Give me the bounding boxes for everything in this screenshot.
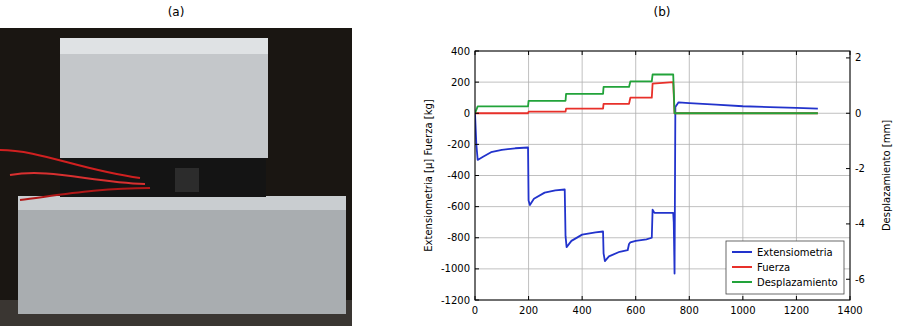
tick [475,51,479,52]
tick [475,296,476,300]
legend-swatch [732,281,752,283]
tick [475,82,479,83]
tick-label: 400 [451,46,470,57]
tick-label: 0 [855,108,861,119]
legend-swatch [732,266,752,268]
tick-label: -800 [447,232,470,243]
tick-label: -600 [447,201,470,212]
data-line [475,82,818,113]
tick-label: 400 [573,305,592,316]
figure: (a)(b)0200400600800100012001400-1200-100… [0,0,897,326]
tick [475,300,479,301]
tick [850,296,851,300]
tick-label: -2 [855,163,865,174]
tick [475,51,476,55]
tick [846,223,850,224]
upper-block [60,38,268,158]
tick [635,51,636,55]
tick [582,296,583,300]
tick-label: 200 [519,305,538,316]
wire [10,173,145,184]
tick [475,237,479,238]
tick [846,57,850,58]
chart: 0200400600800100012001400-1200-1000-800-… [423,46,892,317]
tick-label: 2 [855,52,861,63]
tick-label: 800 [680,305,699,316]
tick-label: 200 [451,77,470,88]
data-line [475,75,818,114]
grid-line [475,144,850,145]
panel-label: (a) [168,5,185,19]
tick-label: -400 [447,170,470,181]
tick-label: 600 [626,305,645,316]
tick [742,296,743,300]
tick-label: 1200 [784,305,809,316]
photo-background [0,28,352,326]
tick-label: -1000 [441,263,470,274]
axis-label: Extensiometria [μ] Fuerza [kg] [423,99,434,252]
lower-block-top [18,196,346,210]
photo [0,28,352,326]
grid-line [475,237,850,238]
legend-label: Extensiometria [757,247,833,258]
tick [742,51,743,55]
tick [528,51,529,55]
tick [475,144,479,145]
tick-label: -6 [855,274,865,285]
tick [475,113,479,114]
tick [846,168,850,169]
tick [689,51,690,55]
plot-area [475,51,850,300]
legend-box [726,241,844,294]
legend-swatch [732,251,752,253]
axis-label: Desplazamiento [mm] [881,120,892,231]
tick [582,51,583,55]
tick-label: 1400 [837,305,862,316]
grid-line [475,175,850,176]
tick [475,206,479,207]
frame [475,51,850,300]
panel-label: (b) [654,5,671,19]
upper-block-top [60,38,268,54]
tick-label: -200 [447,139,470,150]
grid-line [475,206,850,207]
tick-label: 0 [472,305,478,316]
legend-label: Fuerza [757,262,790,273]
tick [475,268,479,269]
tick [846,279,850,280]
tick-label: -1200 [441,295,470,306]
sensor-window [175,168,199,192]
tick [689,296,690,300]
wire [20,188,150,200]
tick [796,51,797,55]
legend-label: Desplazamiento [757,277,838,288]
tick [846,113,850,114]
tick [850,51,851,55]
tick [528,296,529,300]
tick [796,296,797,300]
tick-label: 1000 [730,305,755,316]
tick [475,175,479,176]
tick-label: 0 [464,108,470,119]
tick [635,296,636,300]
tick-label: -4 [855,218,865,229]
legend: Extensiometria Fuerza Desplazamiento [726,241,844,294]
lower-block [18,196,346,314]
